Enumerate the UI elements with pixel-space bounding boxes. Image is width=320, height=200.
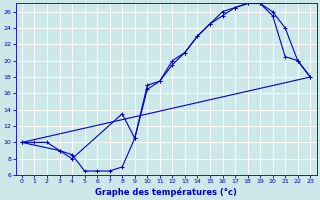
X-axis label: Graphe des températures (°c): Graphe des températures (°c) (95, 187, 237, 197)
